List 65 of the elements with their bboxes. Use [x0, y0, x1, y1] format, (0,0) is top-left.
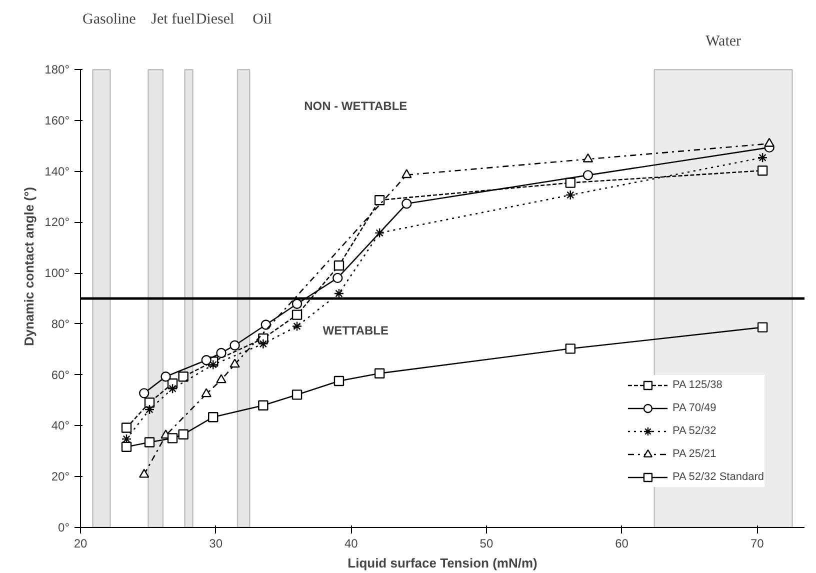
point: [757, 152, 768, 163]
annotation: WETTABLE: [322, 324, 389, 338]
point: [230, 340, 240, 350]
legend-label: PA 25/21: [672, 448, 716, 460]
point: [582, 153, 594, 162]
x-tick-label: 30: [209, 536, 223, 550]
y-tick-label: 140°: [44, 164, 70, 178]
point: [178, 372, 188, 382]
point: [167, 433, 178, 444]
point: [167, 384, 178, 394]
legend-label: PA 125/38: [672, 379, 722, 391]
point: [201, 388, 212, 398]
point: [144, 437, 155, 448]
x-tick-label: 20: [74, 536, 88, 550]
x-tick-label: 70: [750, 536, 764, 550]
band-label: Oil: [252, 12, 272, 28]
point: [374, 228, 385, 238]
point: [374, 195, 385, 206]
band-label: Water: [706, 34, 742, 50]
point: [565, 190, 576, 200]
annotation: NON - WETTABLE: [304, 99, 408, 114]
point: [292, 390, 302, 400]
y-tick-label: 60°: [51, 368, 70, 382]
point: [292, 321, 302, 332]
y-tick-label: 20°: [51, 470, 70, 484]
point: [374, 368, 385, 378]
x-tick-label: 60: [615, 536, 629, 550]
point: [334, 288, 344, 299]
point: [121, 422, 132, 433]
point: [258, 400, 268, 410]
point: [757, 322, 768, 332]
point: [334, 260, 344, 271]
point: [230, 358, 240, 368]
point: [258, 338, 268, 349]
point: [144, 404, 155, 415]
point: [402, 169, 412, 178]
point: [139, 468, 150, 478]
legend-label: PA 70/49: [672, 402, 716, 414]
legend-label: PA 52/32 Standard: [672, 471, 764, 483]
band-label: Gasoline: [82, 12, 136, 28]
point: [208, 412, 218, 422]
point: [292, 310, 302, 320]
point: [216, 374, 226, 384]
point: [208, 360, 218, 370]
y-tick-label: 180°: [44, 62, 70, 77]
y-axis-title: Dynamic contact angle (°): [22, 186, 37, 346]
point: [121, 442, 132, 452]
x-axis-title: Liquid surface Tension (mN/m): [348, 556, 538, 570]
point: [565, 344, 576, 354]
band-label: Jet fuel: [151, 12, 195, 28]
point: [764, 138, 774, 147]
x-tick-label: 50: [480, 536, 494, 550]
point: [334, 376, 344, 386]
y-tick-label: 80°: [51, 316, 70, 331]
y-tick-label: 120°: [44, 215, 70, 230]
y-tick-label: 160°: [44, 113, 70, 128]
legend-label: PA 52/32: [672, 425, 716, 437]
point: [757, 165, 768, 176]
y-tick-label: 0°: [58, 520, 70, 534]
y-tick-label: 100°: [44, 266, 70, 280]
point: [160, 372, 171, 382]
x-tick-label: 40: [344, 536, 358, 550]
band-label: Diesel: [196, 12, 234, 28]
point: [178, 429, 188, 440]
y-tick-label: 40°: [51, 418, 70, 433]
